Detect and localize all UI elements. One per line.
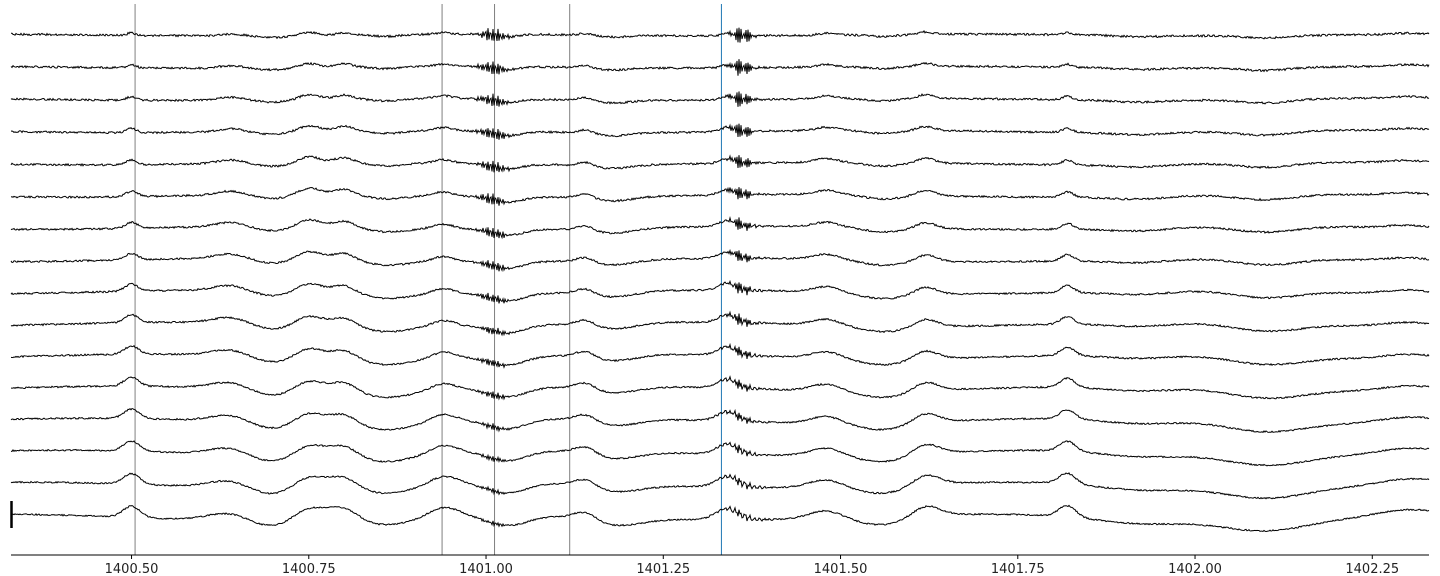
channel-trace-15: [10, 472, 1430, 500]
channel-trace-9: [10, 279, 1430, 304]
channel-trace-14: [10, 440, 1430, 467]
x-tick-label-6: 1401.75: [991, 562, 1045, 576]
channel-trace-6: [10, 186, 1430, 206]
x-tick-label-7: 1402.00: [1168, 562, 1222, 576]
channel-trace-1: [10, 27, 1430, 43]
channel-trace-3: [10, 91, 1430, 107]
channel-trace-4: [10, 123, 1430, 140]
channel-trace-11: [10, 342, 1430, 369]
channel-traces: [10, 27, 1430, 533]
x-tick-label-1: 1400.50: [105, 562, 159, 576]
x-tick-label-4: 1401.25: [636, 562, 690, 576]
x-axis-ticks: 1400.50 1400.75 1401.00 1401.25 1401.50 1401.…: [105, 555, 1399, 576]
channel-trace-2: [10, 59, 1430, 76]
channel-trace-5: [10, 154, 1430, 173]
x-tick-label-8: 1402.25: [1345, 562, 1399, 576]
x-tick-label-2: 1400.75: [282, 562, 336, 576]
channel-trace-12: [10, 375, 1430, 401]
vertical-markers: [134, 4, 722, 555]
channel-trace-7: [10, 216, 1430, 240]
channel-trace-8: [10, 248, 1430, 273]
x-tick-label-3: 1401.00: [459, 562, 513, 576]
channel-trace-13: [10, 407, 1430, 434]
channel-trace-10: [10, 310, 1430, 337]
x-tick-label-5: 1401.50: [814, 562, 868, 576]
channel-trace-16: [10, 504, 1430, 533]
